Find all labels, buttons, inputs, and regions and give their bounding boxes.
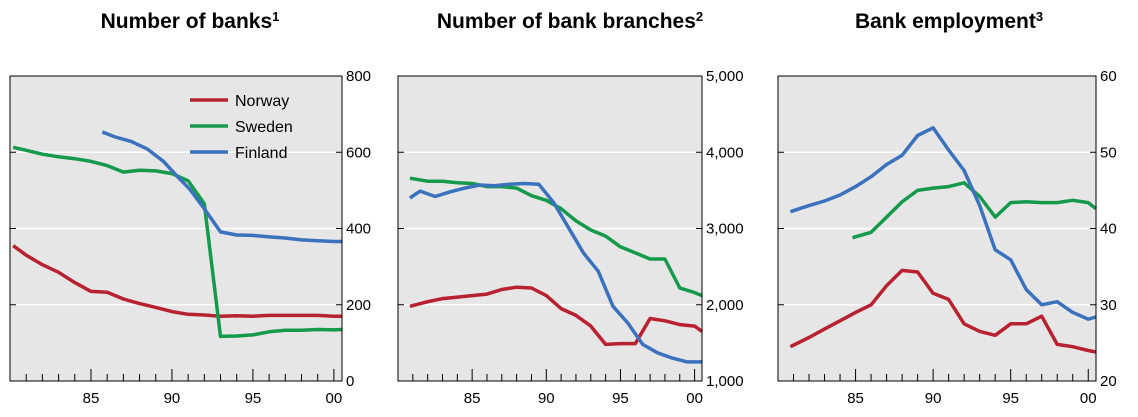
y-tick-label: 0 [346, 373, 354, 390]
plot-frame [777, 75, 1097, 382]
chart-branches: Number of bank branches2 1,000 2,000 3,000 4… [397, 9, 744, 407]
chart-panel-banks: Number of banks1 0 200 400 600 800 85 90 95 00 Nor… [0, 0, 380, 417]
x-tick-label: 85 [83, 390, 100, 407]
x-tick-label: 85 [464, 390, 481, 407]
series-line-finland [789, 126, 1097, 321]
x-tick-label: 90 [538, 390, 555, 407]
y-tick-label: 40 [1100, 221, 1117, 238]
x-tick-label: 95 [1002, 390, 1019, 407]
x-tick-label: 90 [164, 390, 181, 407]
legend-label-norway: Norway [235, 93, 289, 110]
chart-title: Number of banks1 [101, 9, 280, 34]
x-tick-label: 95 [245, 390, 262, 407]
y-tick-label: 3,000 [706, 221, 744, 238]
x-tick-label: 00 [326, 390, 343, 407]
x-tick-label: 90 [925, 390, 942, 407]
y-tick-label: 50 [1100, 144, 1117, 161]
chart-title: Number of bank branches2 [437, 9, 703, 34]
series-line-norway [789, 268, 1097, 354]
x-tick-label: 00 [1080, 390, 1097, 407]
series-line-sweden [409, 176, 703, 298]
series-line-norway [409, 285, 704, 347]
x-tick-label: 85 [847, 390, 864, 407]
chart-panel-employment: Bank employment3 20 30 40 50 60 85 90 95 00 [760, 0, 1138, 417]
y-tick-label: 20 [1100, 373, 1117, 390]
chart-panel-branches: Number of bank branches2 1,000 2,000 3,000 4… [380, 0, 760, 417]
legend-label-finland: Finland [235, 145, 287, 162]
chart-employment: Bank employment3 20 30 40 50 60 85 90 95 00 [777, 9, 1117, 407]
y-tick-label: 2,000 [706, 297, 744, 314]
y-tick-label: 1,000 [706, 373, 744, 390]
chart-title: Bank employment3 [855, 9, 1043, 34]
y-tick-label: 4,000 [706, 144, 744, 161]
y-tick-label: 200 [346, 297, 371, 314]
series-line-finland [408, 181, 702, 364]
y-tick-label: 400 [346, 221, 371, 238]
y-tick-label: 60 [1100, 68, 1117, 85]
plot-frame [397, 75, 703, 382]
series-line-sweden [852, 181, 1098, 240]
y-tick-label: 800 [346, 68, 371, 85]
chart-banks: Number of banks1 0 200 400 600 800 85 90 95 00 Nor… [9, 9, 371, 407]
y-tick-label: 600 [346, 144, 371, 161]
legend-label-sweden: Sweden [235, 119, 293, 136]
x-tick-label: 00 [686, 390, 703, 407]
y-tick-label: 5,000 [706, 68, 744, 85]
y-tick-label: 30 [1100, 297, 1117, 314]
plot-frame [9, 75, 343, 382]
x-tick-label: 95 [612, 390, 629, 407]
series-line-norway [12, 244, 342, 318]
series-line-finland [101, 130, 342, 244]
